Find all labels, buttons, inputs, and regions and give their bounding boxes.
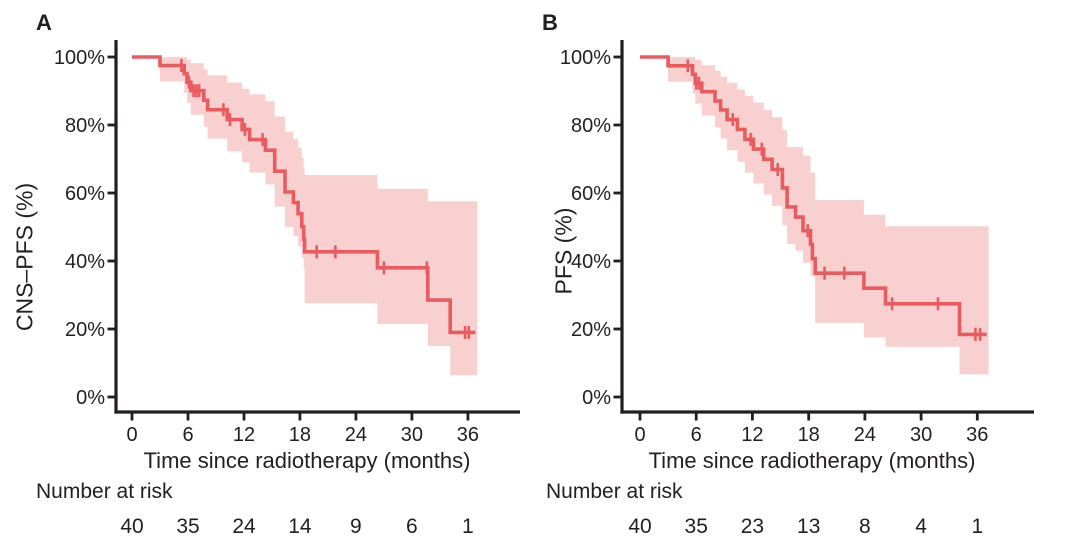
y-tick-label: 80%: [65, 115, 105, 137]
risk-count: 40: [628, 515, 651, 538]
panel-b-number-at-risk-row: 40 35 23 13 8 4 1: [628, 515, 983, 538]
x-tick-label: 30: [910, 424, 932, 446]
panel-b-censor-marks: [686, 59, 982, 341]
y-tick-label: 100%: [54, 47, 105, 69]
panel-b-x-tick-labels: 0 6 12 18 24 30 36: [634, 412, 988, 446]
y-tick-label: 0%: [76, 387, 105, 409]
risk-count: 9: [350, 515, 362, 538]
risk-count: 35: [685, 515, 708, 538]
x-tick-label: 0: [634, 424, 645, 446]
panel-b-confidence-band: [668, 57, 989, 375]
risk-count: 6: [406, 515, 418, 538]
y-tick-label: 0%: [582, 387, 611, 409]
y-tick-label: 100%: [560, 47, 611, 69]
panel-a-letter: A: [36, 10, 52, 35]
y-tick-label: 80%: [571, 115, 611, 137]
panel-a-chart: 0 6 12 18 24 30 36 0% 20% 40% 60% 80% 100% 40 35 24 14 9 6…: [54, 40, 520, 538]
risk-count: 13: [797, 515, 820, 538]
panel-b-letter: B: [542, 10, 558, 35]
x-tick-label: 36: [966, 424, 988, 446]
x-tick-label: 12: [233, 424, 255, 446]
x-tick-label: 6: [182, 424, 193, 446]
risk-count: 1: [971, 515, 983, 538]
risk-count: 23: [741, 515, 764, 538]
y-tick-label: 40%: [65, 251, 105, 273]
risk-count: 8: [859, 515, 871, 538]
x-tick-label: 30: [401, 424, 423, 446]
risk-count: 24: [232, 515, 256, 538]
panel-b-y-tick-labels: 0% 20% 40% 60% 80% 100%: [560, 47, 622, 409]
y-tick-label: 20%: [571, 319, 611, 341]
panel-a-x-tick-labels: 0 6 12 18 24 30 36: [126, 412, 479, 446]
x-tick-label: 6: [691, 424, 702, 446]
panel-a-censor-marks: [180, 59, 471, 339]
panel-b-survival-curve: [640, 55, 987, 337]
risk-count: 40: [120, 515, 143, 538]
x-tick-label: 18: [798, 424, 820, 446]
x-tick-label: 24: [345, 424, 367, 446]
panel-b-x-axis-title: Time since radiotherapy (months): [648, 448, 976, 473]
x-tick-label: 18: [289, 424, 311, 446]
risk-count: 14: [288, 515, 312, 538]
y-tick-label: 20%: [65, 319, 105, 341]
panel-a-y-tick-labels: 0% 20% 40% 60% 80% 100%: [54, 47, 116, 409]
risk-count: 35: [176, 515, 199, 538]
y-tick-label: 60%: [65, 183, 105, 205]
panel-b-y-axis-title: PFS (%): [550, 207, 577, 295]
panel-b-number-at-risk-label: Number at risk: [546, 480, 683, 503]
x-tick-label: 12: [741, 424, 763, 446]
x-tick-label: 24: [854, 424, 876, 446]
panel-a-y-axis-title: CNS–PFS (%): [11, 182, 38, 332]
panel-b-chart: 0 6 12 18 24 30 360%20%40%60%80%100%40 35 23 13 8 4…: [560, 40, 1034, 538]
x-tick-label: 0: [126, 424, 137, 446]
y-tick-label: 60%: [571, 183, 611, 205]
y-tick-label: 40%: [571, 251, 611, 273]
panel-a-number-at-risk-row: 40 35 24 14 9 6 1: [120, 515, 473, 538]
panel-a-confidence-band: [160, 57, 478, 376]
x-tick-label: 36: [457, 424, 479, 446]
risk-count: 4: [915, 515, 927, 538]
panel-a-x-axis-title: Time since radiotherapy (months): [143, 448, 471, 473]
panel-a-number-at-risk-label: Number at risk: [36, 480, 173, 503]
risk-count: 1: [462, 515, 474, 538]
